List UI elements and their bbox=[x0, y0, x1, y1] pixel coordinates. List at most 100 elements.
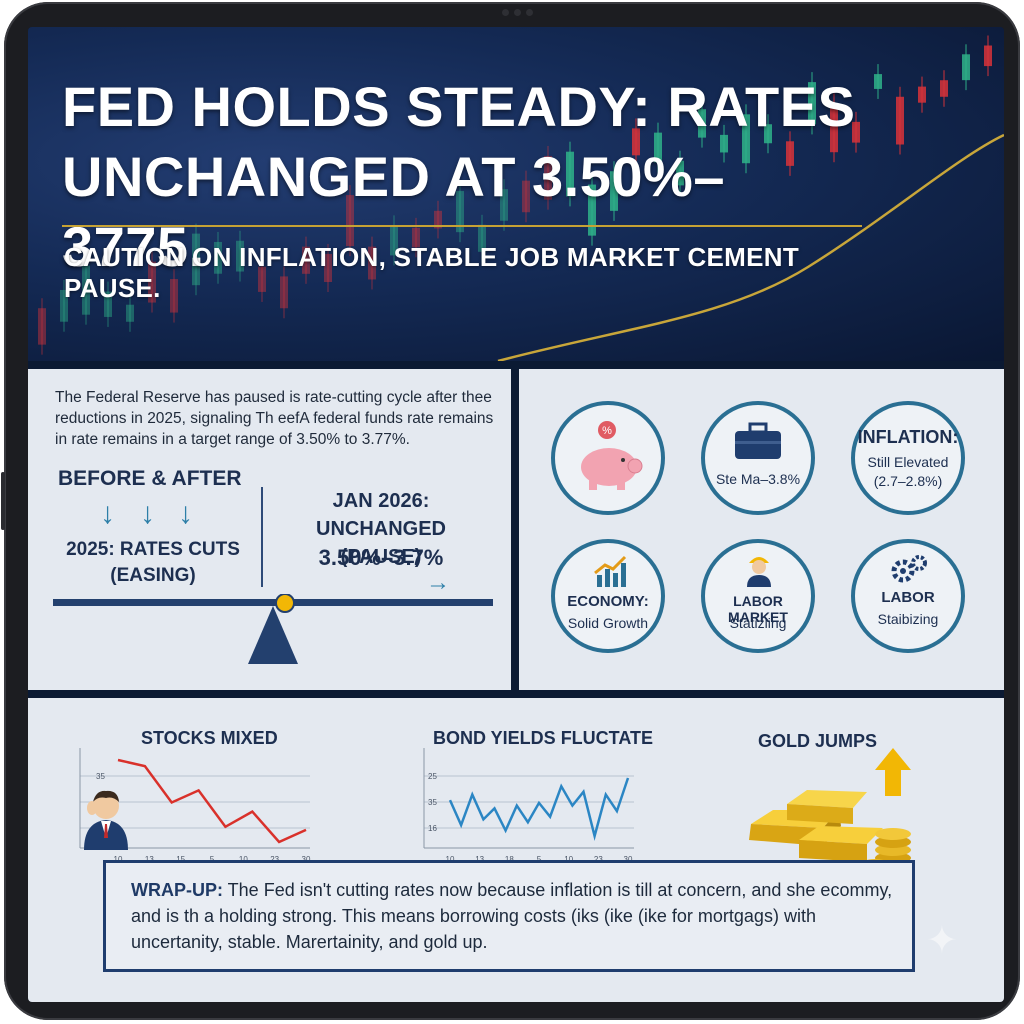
indicator-label: Still Elevated (2.7–2.8%) bbox=[867, 454, 949, 489]
candlestick-marks bbox=[38, 35, 992, 355]
chart-gridlines bbox=[423, 748, 634, 849]
stocks-chart: 353515 1013155102330 bbox=[79, 748, 311, 864]
candle-body bbox=[522, 180, 530, 213]
candle-body bbox=[82, 265, 90, 315]
wrap-up-text: WRAP-UP: The Fed isn't cutting rates now… bbox=[131, 877, 901, 955]
candle-body bbox=[808, 82, 816, 125]
candle-body bbox=[896, 96, 904, 145]
down-arrow-icon: ↓ bbox=[178, 497, 193, 530]
indicator-title: LABOR MARKET bbox=[728, 593, 788, 625]
indicator-circle: Ste Ma–3.8% bbox=[701, 401, 815, 515]
chart-title: GOLD JUMPS bbox=[758, 731, 878, 751]
indicator-title: INFLATION: bbox=[857, 427, 959, 447]
candle-body bbox=[346, 195, 354, 247]
subheadline: CAUTION ON INFLATION, STABLE JOB MARKET … bbox=[64, 242, 800, 303]
gold-bars-icon bbox=[749, 748, 911, 868]
balance-scale-icon bbox=[53, 594, 493, 664]
stocks-series-line bbox=[117, 758, 307, 844]
candle-body bbox=[918, 86, 926, 103]
x-tick-label: 5 bbox=[210, 855, 215, 864]
bonds-chart: 25 35 16 10 13 18 5 10 23 30 bbox=[423, 748, 634, 864]
chart-title: BOND YIELDS FLUCTATE bbox=[433, 728, 653, 748]
candle-body bbox=[984, 45, 992, 67]
candle-body bbox=[940, 80, 948, 97]
businessman-icon bbox=[84, 790, 128, 850]
indicator-circle: LABOR MARKET Statizling bbox=[701, 539, 815, 653]
candle-body bbox=[456, 190, 464, 233]
headline: FED HOLDS STEADY: RATES UNCHANGED AT 3.5… bbox=[62, 75, 856, 278]
candle-body bbox=[874, 74, 882, 89]
candle-body bbox=[632, 128, 640, 156]
x-tick-label: 18 bbox=[505, 855, 514, 864]
candle-body bbox=[390, 225, 398, 256]
x-tick-label: 23 bbox=[270, 855, 279, 864]
piggy-bank-icon: % bbox=[581, 421, 643, 490]
candle-body bbox=[236, 240, 244, 272]
indicator-label: Ste Ma–3.8% bbox=[715, 471, 801, 487]
candle-body bbox=[434, 210, 442, 229]
x-tick-label: 5 bbox=[537, 855, 542, 864]
x-tick-label: 13 bbox=[475, 855, 484, 864]
candle-body bbox=[742, 114, 750, 164]
down-arrow-icon: ↓ bbox=[140, 497, 155, 530]
candle-body bbox=[500, 189, 508, 221]
rate-summary-panel: The Federal Reserve has paused is rate-c… bbox=[28, 369, 511, 690]
before-label: 2025: RATES CUTS (EASING) bbox=[66, 539, 240, 586]
hero-header: FED HOLDS STEADY: RATES UNCHANGED AT 3.5… bbox=[28, 27, 1004, 361]
indicator-circle: INFLATION: Still Elevated (2.7–2.8%) bbox=[851, 401, 965, 515]
candle-body bbox=[60, 289, 68, 322]
candle-body bbox=[302, 246, 310, 274]
before-after-title: BEFORE & AFTER bbox=[58, 467, 242, 490]
candle-body bbox=[588, 184, 596, 236]
candle-body bbox=[126, 304, 134, 322]
wrap-up-box: WRAP-UP: The Fed isn't cutting rates now… bbox=[103, 860, 915, 972]
side-button bbox=[1, 472, 5, 530]
growth-chart-icon bbox=[594, 555, 627, 587]
candle-body bbox=[852, 121, 860, 143]
camera-dot bbox=[514, 9, 521, 16]
indicator-label: Staibizing bbox=[877, 611, 939, 627]
chart-title: STOCKS MIXED bbox=[141, 728, 278, 748]
candle-body bbox=[38, 308, 46, 345]
indicator-title: LABOR bbox=[881, 589, 935, 606]
screen: FED HOLDS STEADY: RATES UNCHANGED AT 3.5… bbox=[28, 27, 1004, 1002]
y-tick-label: 25 bbox=[428, 772, 437, 781]
camera-dot bbox=[526, 9, 533, 16]
camera-dot bbox=[502, 9, 509, 16]
trend-line bbox=[497, 133, 1004, 361]
down-arrow-icon: ↓ bbox=[100, 497, 115, 530]
gold-bar-stack bbox=[749, 790, 883, 862]
candle-body bbox=[764, 124, 772, 144]
candle-body bbox=[830, 103, 838, 153]
markets-panel: STOCKS MIXED 353515 1013155102330 bbox=[28, 698, 1004, 1002]
x-tick-label: 30 bbox=[624, 855, 633, 864]
x-tick-label: 10 bbox=[114, 855, 123, 864]
intro-paragraph: The Federal Reserve has paused is rate-c… bbox=[55, 389, 494, 448]
indicator-circle: LABOR Staibizing bbox=[851, 539, 965, 653]
indicator-circle: % bbox=[551, 401, 665, 515]
wrap-up-body: The Fed isn't cutting rates now because … bbox=[131, 880, 893, 952]
indicator-circle: ECONOMY: Solid Growth bbox=[551, 539, 665, 653]
before-after-divider bbox=[261, 487, 263, 587]
candle-body bbox=[170, 279, 178, 313]
candle-body bbox=[148, 261, 156, 303]
y-tick-label: 16 bbox=[428, 824, 437, 833]
candle-body bbox=[368, 246, 376, 280]
candle-body bbox=[192, 233, 200, 286]
indicator-label: Solid Growth bbox=[567, 615, 649, 631]
candle-body bbox=[654, 132, 662, 163]
x-tick-label: 30 bbox=[302, 855, 311, 864]
after-label: JAN 2026: UNCHANGED (PAUSE) bbox=[316, 490, 446, 568]
candle-body bbox=[544, 155, 552, 200]
candle-body bbox=[566, 151, 574, 197]
indicator-label: Statizling bbox=[729, 615, 787, 631]
candle-body bbox=[324, 253, 332, 283]
wrap-up-label: WRAP-UP: bbox=[131, 880, 223, 900]
candle-body bbox=[478, 224, 486, 252]
x-tick-label: 10 bbox=[564, 855, 573, 864]
candle-body bbox=[720, 134, 728, 153]
x-tick-label: 23 bbox=[594, 855, 603, 864]
current-rate-value: 3.50%–3.7% bbox=[318, 545, 444, 570]
candle-body bbox=[676, 160, 684, 186]
y-tick-label: 35 bbox=[428, 798, 437, 807]
